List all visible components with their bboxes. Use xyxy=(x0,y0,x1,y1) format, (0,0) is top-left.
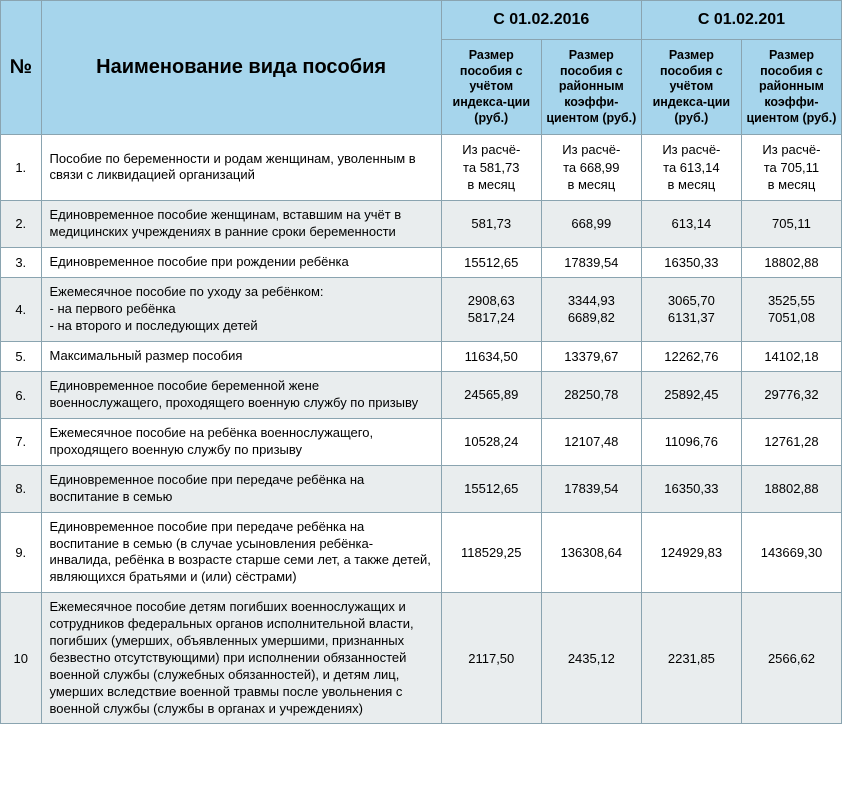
header-sub-a1: Размер пособия с учётом индекса-ции (руб… xyxy=(441,40,541,135)
cell-value: 11634,50 xyxy=(441,341,541,372)
cell-value: 11096,76 xyxy=(641,419,741,466)
cell-value: 12761,28 xyxy=(741,419,841,466)
header-period-a: С 01.02.2016 xyxy=(441,1,641,40)
cell-value: 3525,55 7051,08 xyxy=(741,278,841,342)
header-sub-a2: Размер пособия с районным коэффи-циентом… xyxy=(541,40,641,135)
cell-row-number: 2. xyxy=(1,200,41,247)
cell-value: 668,99 xyxy=(541,200,641,247)
cell-value: 705,11 xyxy=(741,200,841,247)
cell-value: 17839,54 xyxy=(541,247,641,278)
cell-value: 14102,18 xyxy=(741,341,841,372)
cell-benefit-name: Единовременное пособие беременной жене в… xyxy=(41,372,441,419)
cell-value: 12107,48 xyxy=(541,419,641,466)
cell-value: 118529,25 xyxy=(441,512,541,593)
cell-value: 18802,88 xyxy=(741,465,841,512)
cell-value: 2231,85 xyxy=(641,593,741,724)
cell-value: 13379,67 xyxy=(541,341,641,372)
cell-value: Из расчё- та 581,73 в месяц xyxy=(441,135,541,201)
table-row: 8.Единовременное пособие при передаче ре… xyxy=(1,465,842,512)
cell-row-number: 8. xyxy=(1,465,41,512)
cell-row-number: 6. xyxy=(1,372,41,419)
cell-value: 3344,93 6689,82 xyxy=(541,278,641,342)
cell-row-number: 5. xyxy=(1,341,41,372)
cell-value: 3065,70 6131,37 xyxy=(641,278,741,342)
cell-benefit-name: Ежемесячное пособие по уходу за ребёнком… xyxy=(41,278,441,342)
cell-value: 16350,33 xyxy=(641,247,741,278)
cell-value: 16350,33 xyxy=(641,465,741,512)
table-row: 5.Максимальный размер пособия11634,50133… xyxy=(1,341,842,372)
cell-value: Из расчё- та 668,99 в месяц xyxy=(541,135,641,201)
cell-benefit-name: Максимальный размер пособия xyxy=(41,341,441,372)
cell-benefit-name: Ежемесячное пособие детям погибших военн… xyxy=(41,593,441,724)
cell-benefit-name: Единовременное пособие при передаче ребё… xyxy=(41,465,441,512)
cell-value: 15512,65 xyxy=(441,247,541,278)
cell-value: 124929,83 xyxy=(641,512,741,593)
header-row-number: № xyxy=(1,1,41,135)
cell-value: 2435,12 xyxy=(541,593,641,724)
cell-benefit-name: Ежемесячное пособие на ребёнка военнослу… xyxy=(41,419,441,466)
cell-row-number: 1. xyxy=(1,135,41,201)
cell-value: 2117,50 xyxy=(441,593,541,724)
table-header: № Наименование вида пособия С 01.02.2016… xyxy=(1,1,842,135)
table-row: 1.Пособие по беременности и родам женщин… xyxy=(1,135,842,201)
table-row: 3.Единовременное пособие при рождении ре… xyxy=(1,247,842,278)
header-benefit-name: Наименование вида пособия xyxy=(41,1,441,135)
cell-row-number: 7. xyxy=(1,419,41,466)
table-row: 9.Единовременное пособие при передаче ре… xyxy=(1,512,842,593)
cell-benefit-name: Единовременное пособие при рождении ребё… xyxy=(41,247,441,278)
cell-value: 25892,45 xyxy=(641,372,741,419)
cell-value: 2566,62 xyxy=(741,593,841,724)
cell-row-number: 4. xyxy=(1,278,41,342)
header-period-b: С 01.02.201 xyxy=(641,1,841,40)
cell-value: 581,73 xyxy=(441,200,541,247)
cell-row-number: 10 xyxy=(1,593,41,724)
cell-benefit-name: Пособие по беременности и родам женщинам… xyxy=(41,135,441,201)
benefits-table: № Наименование вида пособия С 01.02.2016… xyxy=(1,1,842,724)
benefits-table-container: № Наименование вида пособия С 01.02.2016… xyxy=(0,0,842,724)
cell-value: 24565,89 xyxy=(441,372,541,419)
cell-value: 28250,78 xyxy=(541,372,641,419)
cell-value: 17839,54 xyxy=(541,465,641,512)
cell-value: 29776,32 xyxy=(741,372,841,419)
cell-value: Из расчё- та 613,14 в месяц xyxy=(641,135,741,201)
table-row: 6.Единовременное пособие беременной жене… xyxy=(1,372,842,419)
cell-value: 2908,63 5817,24 xyxy=(441,278,541,342)
cell-value: Из расчё- та 705,11 в месяц xyxy=(741,135,841,201)
cell-value: 136308,64 xyxy=(541,512,641,593)
header-sub-b1: Размер пособия с учётом индекса-ции (руб… xyxy=(641,40,741,135)
cell-benefit-name: Единовременное пособие женщинам, вставши… xyxy=(41,200,441,247)
cell-value: 10528,24 xyxy=(441,419,541,466)
table-row: 7.Ежемесячное пособие на ребёнка военнос… xyxy=(1,419,842,466)
cell-value: 15512,65 xyxy=(441,465,541,512)
cell-value: 12262,76 xyxy=(641,341,741,372)
cell-value: 143669,30 xyxy=(741,512,841,593)
table-body: 1.Пособие по беременности и родам женщин… xyxy=(1,135,842,724)
table-row: 4.Ежемесячное пособие по уходу за ребёнк… xyxy=(1,278,842,342)
cell-row-number: 9. xyxy=(1,512,41,593)
cell-benefit-name: Единовременное пособие при передаче ребё… xyxy=(41,512,441,593)
cell-value: 613,14 xyxy=(641,200,741,247)
table-row: 2.Единовременное пособие женщинам, встав… xyxy=(1,200,842,247)
cell-value: 18802,88 xyxy=(741,247,841,278)
table-row: 10Ежемесячное пособие детям погибших вое… xyxy=(1,593,842,724)
cell-row-number: 3. xyxy=(1,247,41,278)
header-sub-b2: Размер пособия с районным коэффи-циентом… xyxy=(741,40,841,135)
